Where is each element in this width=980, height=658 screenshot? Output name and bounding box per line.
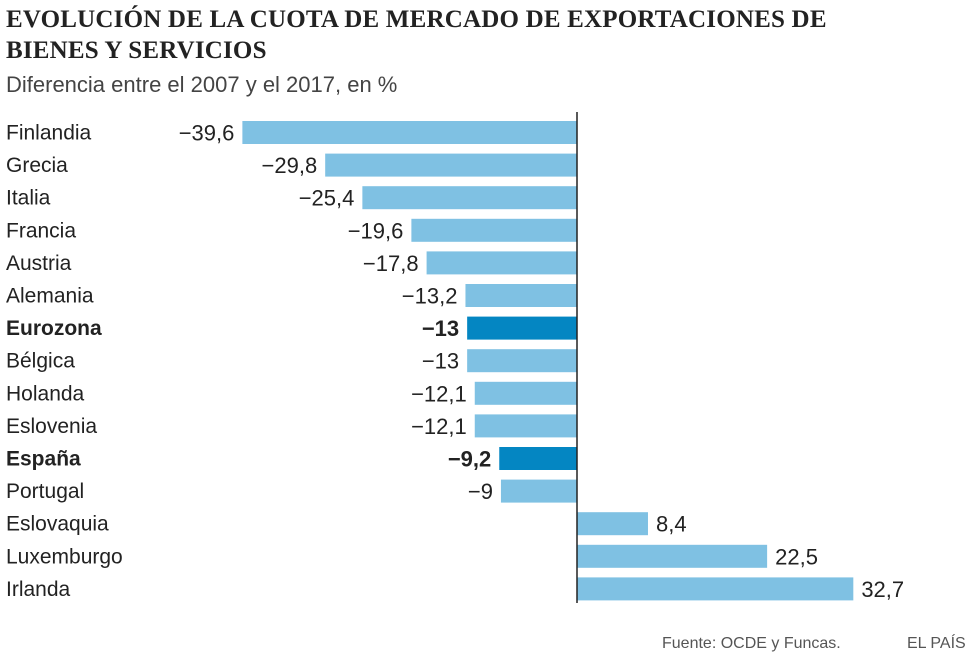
category-label-finlandia: Finlandia bbox=[6, 122, 92, 145]
value-label-finlandia: −39,6 bbox=[179, 121, 235, 146]
value-label-francia: −19,6 bbox=[348, 218, 404, 243]
category-label-austria: Austria bbox=[6, 252, 72, 275]
bar-holanda bbox=[474, 381, 577, 405]
value-label-luxemburgo: 22,5 bbox=[775, 544, 818, 569]
category-label-irlanda: Irlanda bbox=[6, 578, 71, 601]
bar-finlandia bbox=[242, 121, 577, 144]
value-label-alemania: −13,2 bbox=[402, 284, 458, 309]
source-note: Fuente: OCDE y Funcas. bbox=[662, 635, 841, 652]
bar-irlanda bbox=[577, 577, 854, 601]
category-label-belgica: Bélgica bbox=[6, 350, 75, 373]
value-label-portugal: −9 bbox=[468, 479, 493, 504]
brand-logo: EL PAÍS bbox=[907, 635, 966, 652]
value-label-grecia: −29,8 bbox=[262, 153, 318, 178]
value-label-italia: −25,4 bbox=[299, 186, 355, 211]
category-label-espana: España bbox=[6, 448, 81, 471]
bar-austria bbox=[426, 251, 577, 275]
category-label-eurozona: Eurozona bbox=[6, 317, 102, 340]
bar-alemania bbox=[465, 284, 577, 307]
value-label-eslovenia: −12,1 bbox=[411, 414, 467, 439]
bar-italia bbox=[362, 186, 577, 210]
chart-subtitle: Diferencia entre el 2007 y el 2017, en % bbox=[6, 72, 398, 97]
value-label-eslovaquia: 8,4 bbox=[656, 512, 687, 537]
bar-portugal bbox=[500, 479, 577, 503]
category-label-portugal: Portugal bbox=[6, 480, 84, 503]
bar-espana bbox=[499, 447, 577, 470]
category-label-grecia: Grecia bbox=[6, 154, 68, 177]
category-label-eslovenia: Eslovenia bbox=[6, 415, 97, 438]
value-label-holanda: −12,1 bbox=[411, 381, 467, 406]
bar-francia bbox=[411, 218, 577, 242]
value-label-espana: −9,2 bbox=[448, 447, 491, 472]
category-label-eslovaquia: Eslovaquia bbox=[6, 513, 109, 536]
value-label-eurozona: −13 bbox=[422, 316, 459, 341]
bar-belgica bbox=[467, 349, 577, 373]
category-label-francia: Francia bbox=[6, 219, 76, 242]
category-label-alemania: Alemania bbox=[6, 285, 94, 308]
value-label-austria: −17,8 bbox=[363, 251, 419, 276]
category-label-luxemburgo: Luxemburgo bbox=[6, 545, 123, 568]
bar-eslovenia bbox=[474, 414, 577, 438]
chart-title: EVOLUCIÓN DE LA CUOTA DE MERCADO DE EXPO… bbox=[6, 6, 827, 64]
value-label-belgica: −13 bbox=[422, 349, 459, 374]
bar-eslovaquia bbox=[577, 512, 648, 536]
category-label-holanda: Holanda bbox=[6, 382, 85, 405]
value-label-irlanda: 32,7 bbox=[861, 577, 904, 602]
bar-grecia bbox=[325, 153, 577, 177]
bar-luxemburgo bbox=[577, 544, 768, 568]
bar-eurozona bbox=[467, 316, 577, 340]
category-label-italia: Italia bbox=[6, 187, 51, 210]
bar-chart: Finlandia −39,6 Grecia −29,8 Italia −25,4 Fran… bbox=[6, 112, 904, 603]
